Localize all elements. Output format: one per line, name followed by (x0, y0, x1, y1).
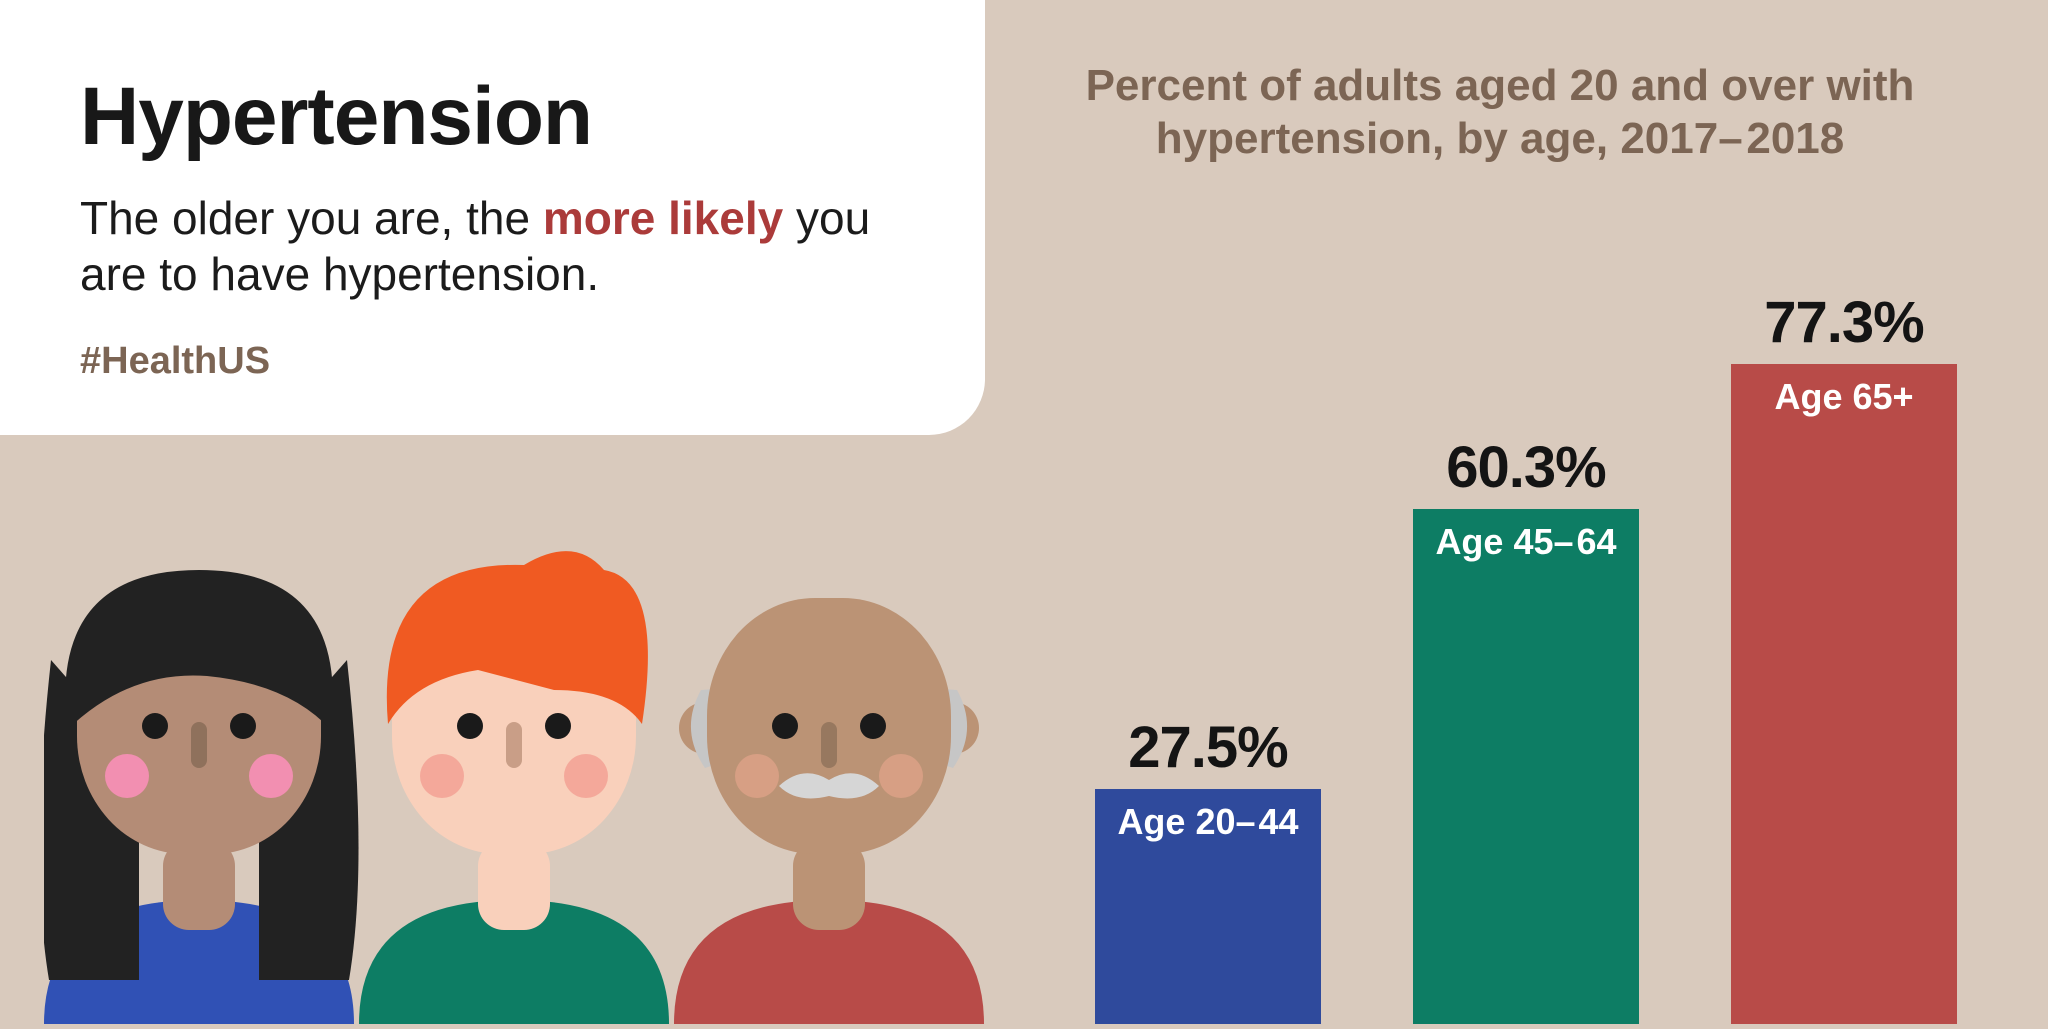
bar-label: Age 20– 44 (1095, 801, 1321, 843)
bar-wrap: 27.5% Age 20– 44 (1095, 714, 1321, 1024)
bar-label: Age 45– 64 (1413, 521, 1639, 563)
bar: Age 20– 44 (1095, 789, 1321, 1024)
person-older-man (674, 598, 984, 1024)
bar-value: 60.3% (1446, 434, 1605, 501)
info-card: Hypertension The older you are, the more… (0, 0, 985, 435)
people-illustration (44, 460, 984, 1024)
subtitle-emphasis: more likely (543, 192, 783, 244)
hashtag: #HealthUS (80, 340, 925, 383)
subtitle-part-a: The older you are, the (80, 192, 543, 244)
page-title: Hypertension (80, 70, 925, 164)
person-young-woman (44, 570, 359, 1024)
bar-label: Age 65+ (1731, 376, 1957, 418)
bar-wrap: 60.3% Age 45– 64 (1413, 434, 1639, 1024)
bar: Age 65+ (1731, 364, 1957, 1024)
people-svg (44, 460, 984, 1024)
bar-chart: 27.5% Age 20– 44 60.3% Age 45– 64 77.3% Age 6… (1095, 170, 1965, 1024)
bar-wrap: 77.3% Age 65+ (1731, 289, 1957, 1024)
bar-value: 77.3% (1764, 289, 1923, 356)
bar-value: 27.5% (1128, 714, 1287, 781)
subtitle: The older you are, the more likely you a… (80, 190, 925, 302)
chart-title: Percent of adults aged 20 and over with … (1030, 60, 1970, 166)
person-middle-person (359, 551, 669, 1024)
bar: Age 45– 64 (1413, 509, 1639, 1024)
